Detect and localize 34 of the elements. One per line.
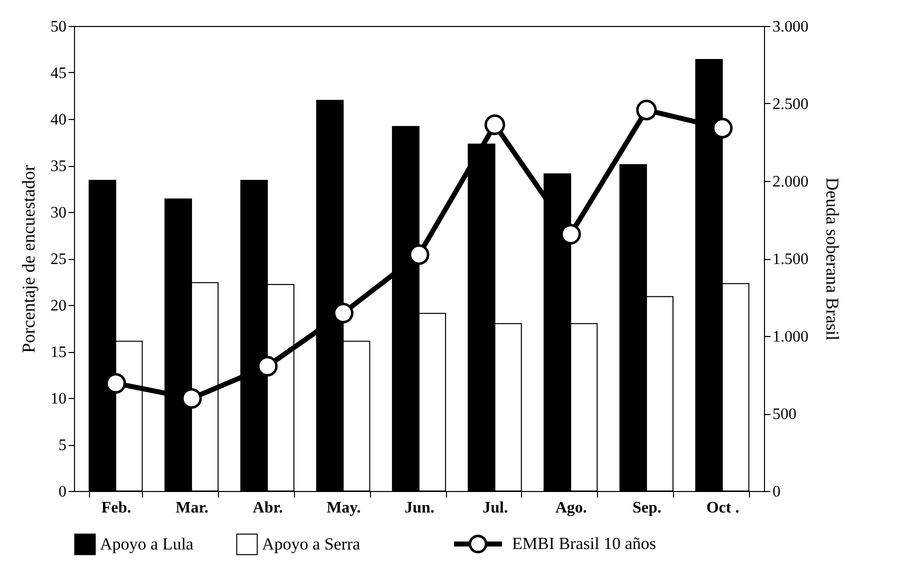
y-tick-label: 25	[50, 251, 66, 268]
x-tick-label: Jul.	[482, 500, 508, 516]
y2-tick-label: 0	[772, 484, 780, 500]
y-tick-label: 30	[50, 204, 66, 222]
x-tick-label: Oct .	[706, 500, 740, 516]
y-tick-label: 35	[50, 158, 66, 175]
x-tick-label: Sep.	[632, 500, 662, 516]
point	[484, 114, 506, 136]
x-tick-label: Jun.	[404, 500, 434, 516]
y-axis-title: Porcentaje de encuestador	[18, 165, 38, 353]
x-tick-label: Abr.	[252, 500, 283, 516]
x-tick-label: May.	[326, 500, 361, 516]
y2-tick-label: 1.500	[772, 251, 808, 268]
x-tick-label: Mar.	[176, 500, 208, 516]
y-tick-label: 15	[50, 344, 66, 361]
x-tick-label: Ago.	[555, 500, 587, 516]
y2-axis-title: Deuda soberana Brasil	[822, 178, 842, 340]
y-tick-label: 40	[50, 112, 66, 128]
legend-label: EMBI Brasil 10 años	[512, 534, 656, 553]
y-tick-label: 50	[50, 18, 66, 36]
y2-tick-label: 3.000	[772, 18, 808, 36]
point	[636, 100, 657, 120]
y2-tick-label: 500	[772, 406, 796, 423]
y2-tick-label: 1.000	[772, 328, 808, 346]
y-tick-label: 10	[50, 390, 66, 408]
y-tick-label: 45	[50, 65, 66, 82]
y2-tick-label: 2.500	[772, 96, 808, 113]
legend-label: Apoyo a Serra	[262, 534, 361, 554]
legend-label: Apoyo a Lula	[100, 534, 194, 554]
y-tick-label: 5	[58, 437, 66, 454]
y-tick-label: 0	[58, 484, 66, 500]
y2-tick-label: 2.000	[772, 174, 808, 190]
x-tick-label: Feb.	[101, 500, 132, 516]
y-tick-label: 20	[50, 298, 66, 314]
